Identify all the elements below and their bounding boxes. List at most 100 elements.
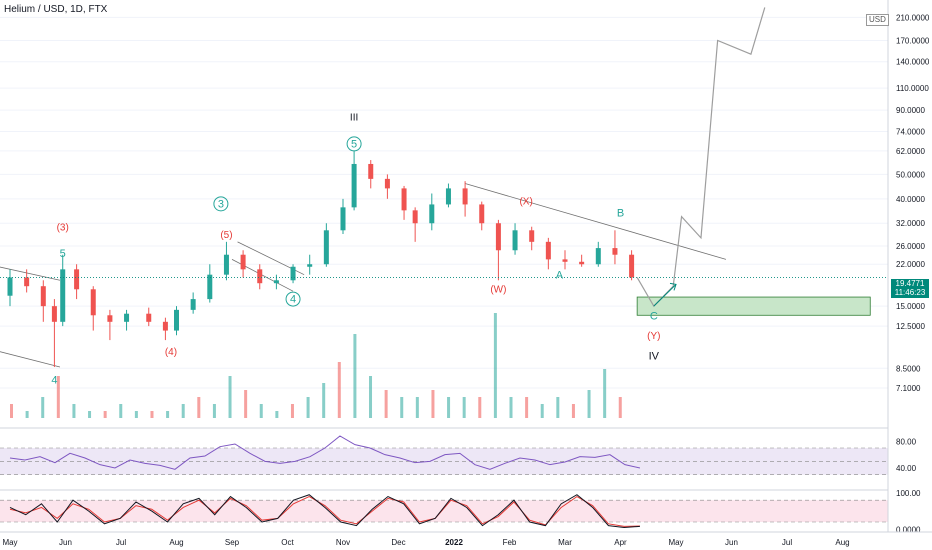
candle-body <box>595 248 601 265</box>
wave-label: (3) <box>57 222 69 233</box>
stoch-axis-label: 0.0000 <box>896 525 921 534</box>
volume-bar <box>369 376 373 418</box>
price-grid: 210.0000 170.0000 140.0000 110.0000 90.0000 7… <box>0 13 930 393</box>
rsi-line <box>9 435 641 470</box>
rsi-axis-label: 80.00 <box>896 437 917 446</box>
volume-bar <box>603 369 607 418</box>
candle-body <box>24 277 30 287</box>
volume-bar <box>415 397 419 418</box>
volume-bar <box>431 390 435 418</box>
stoch-k-line <box>9 494 640 528</box>
price-axis-label: 170.0000 <box>896 36 930 45</box>
time-axis-label: Sep <box>225 538 240 547</box>
volume-bar <box>275 411 279 418</box>
volume-bar <box>587 390 591 418</box>
price-axis-label: 8.5000 <box>896 364 921 373</box>
volume-bar <box>322 383 326 418</box>
time-axis-label: May <box>2 538 17 547</box>
candle-body <box>7 277 13 296</box>
wave-label: A <box>556 270 564 282</box>
price-axis-label: 32.0000 <box>896 219 925 228</box>
price-axis-label: 12.5000 <box>896 322 925 331</box>
candle-body <box>323 230 329 265</box>
wave-label: 5 <box>60 248 66 260</box>
candle-body <box>445 188 451 205</box>
volume-bar <box>134 411 138 418</box>
wave-label: 4 <box>51 374 57 386</box>
volume-bar <box>88 411 92 418</box>
wave-label: 3 <box>218 198 224 210</box>
wave-label: (W) <box>490 284 506 295</box>
currency-badge[interactable]: USD <box>866 14 889 26</box>
stoch-d-line <box>9 495 640 527</box>
candle-body <box>368 163 374 179</box>
time-axis-label: Dec <box>391 538 405 547</box>
wave-label-circle <box>285 291 301 307</box>
chart-title: Helium / USD, 1D, FTX <box>4 4 108 15</box>
volume-bar <box>119 404 123 418</box>
candle-body <box>529 230 535 242</box>
price-axis-label: 26.0000 <box>896 242 925 251</box>
time-axis-label: 2022 <box>445 538 463 547</box>
candle-body <box>40 286 46 307</box>
wave-label: III <box>350 112 358 123</box>
candle-body <box>74 269 80 290</box>
candle-body <box>401 188 407 211</box>
candle-body <box>479 204 485 224</box>
candle-body <box>495 223 501 251</box>
trendline <box>464 183 727 260</box>
time-axis-label: Jun <box>725 538 738 547</box>
volume-bar <box>509 397 513 418</box>
volume-bar <box>337 362 341 418</box>
candle-body <box>579 261 585 265</box>
time-axis-label: Aug <box>835 538 849 547</box>
volume-bar <box>540 404 544 418</box>
candle-body <box>629 254 635 278</box>
volume-bar <box>41 397 45 418</box>
candle-body <box>290 266 296 281</box>
volume-bar <box>400 397 404 418</box>
volume-bar <box>103 411 107 418</box>
wave-label: (4) <box>165 347 177 358</box>
candle-body <box>240 254 246 270</box>
wave-label: 5 <box>351 138 357 150</box>
volume-bar <box>212 404 216 418</box>
candle-body <box>340 207 346 231</box>
wave-label: C <box>650 310 658 322</box>
wave-label: (5) <box>220 230 232 241</box>
volume-bar <box>72 404 76 418</box>
volume-bar <box>571 404 575 418</box>
wave-label-circle <box>213 196 229 212</box>
candle-body <box>146 313 152 322</box>
stoch-band <box>0 500 888 522</box>
volume-bar <box>462 397 466 418</box>
candle-body <box>462 188 468 205</box>
time-axis-label: Feb <box>503 538 517 547</box>
candle-body <box>174 309 179 331</box>
wave-label: (X) <box>519 196 532 207</box>
volume-bar <box>447 397 451 418</box>
time-axis-label: Jul <box>782 538 792 547</box>
price-axis-label: 15.0000 <box>896 302 925 311</box>
volume-bar <box>181 404 185 418</box>
wave-label: (Y) <box>647 331 660 342</box>
time-axis-label: Mar <box>558 538 572 547</box>
countdown-timer: 11:46:23 <box>894 288 926 297</box>
price-axis-label: 22.0000 <box>896 260 925 269</box>
candle-body <box>612 248 618 255</box>
time-axis-label: Apr <box>614 538 627 547</box>
wave-label: IV <box>649 351 660 363</box>
volume-bar <box>384 390 388 418</box>
price-axis-label: 7.1000 <box>896 384 921 393</box>
volume-bar <box>166 411 170 418</box>
candle-body <box>351 163 357 208</box>
price-axis-label: 110.0000 <box>896 84 929 93</box>
time-axis-label: Jun <box>59 538 72 547</box>
candle-body <box>223 254 229 275</box>
candle-body <box>51 306 57 322</box>
volume-bar <box>197 397 201 418</box>
arrowhead <box>669 282 677 291</box>
price-axis-label: 140.0000 <box>896 58 930 67</box>
volume-bar <box>244 390 248 418</box>
